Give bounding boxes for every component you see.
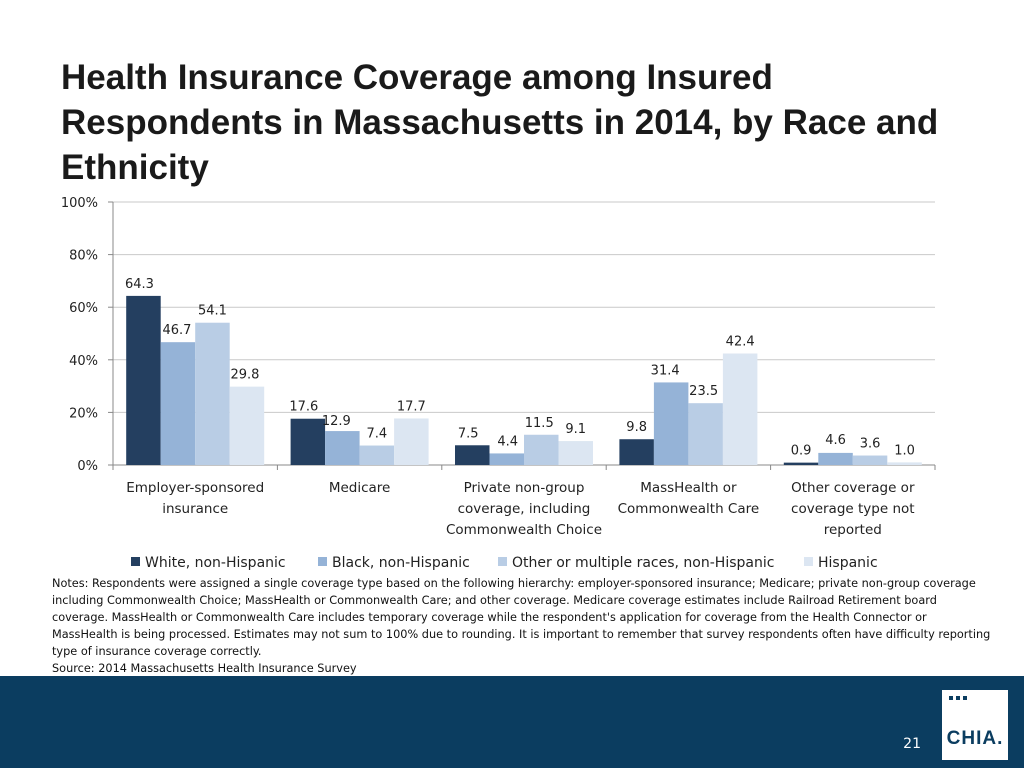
footer-bar: 21 CHIA. xyxy=(0,676,1024,768)
data-label: 7.5 xyxy=(458,426,479,441)
source-text: Source: 2014 Massachusetts Health Insura… xyxy=(52,662,357,675)
x-tick-label-line: Other coverage or xyxy=(791,480,915,496)
data-label: 0.9 xyxy=(791,444,812,459)
bar xyxy=(688,403,723,465)
data-label: 12.9 xyxy=(322,414,351,429)
data-label: 42.4 xyxy=(726,334,755,349)
legend-label: White, non-Hispanic xyxy=(145,555,286,570)
legend-swatch xyxy=(498,557,507,566)
bar xyxy=(783,462,819,465)
data-label: 46.7 xyxy=(162,323,191,338)
y-tick-label: 80% xyxy=(69,249,98,264)
data-label: 9.8 xyxy=(626,420,647,435)
data-label: 1.0 xyxy=(894,443,915,458)
data-label: 23.5 xyxy=(689,384,718,399)
x-tick-label-line: insurance xyxy=(162,501,228,517)
data-label: 31.4 xyxy=(651,363,680,378)
notes-block: Notes: Respondents were assigned a singl… xyxy=(52,575,992,677)
bar xyxy=(818,452,853,465)
x-tick-label-line: Private non-group xyxy=(464,480,585,496)
bar xyxy=(394,418,429,465)
notes-text: Notes: Respondents were assigned a singl… xyxy=(52,577,991,658)
chia-logo: CHIA. xyxy=(942,690,1008,760)
x-tick-label-line: coverage, including xyxy=(458,501,591,517)
x-tick-label: Medicare xyxy=(329,480,391,496)
data-label: 11.5 xyxy=(525,416,554,431)
y-tick-label: 20% xyxy=(69,406,98,421)
y-tick-label: 0% xyxy=(77,459,98,474)
bar xyxy=(290,418,326,465)
bar xyxy=(619,439,654,465)
bar xyxy=(722,353,758,465)
bar xyxy=(887,462,922,465)
bar xyxy=(126,295,161,465)
bar xyxy=(229,386,265,465)
y-tick-label: 100% xyxy=(61,196,98,211)
legend-label: Black, non-Hispanic xyxy=(332,555,470,570)
bar xyxy=(325,431,360,465)
data-label: 4.4 xyxy=(497,434,518,449)
logo-text: CHIA. xyxy=(946,728,1004,749)
x-tick-label-line: Employer-sponsored xyxy=(126,480,264,496)
legend-swatch xyxy=(804,557,813,566)
x-tick-label-line: Medicare xyxy=(329,480,391,496)
bar xyxy=(489,453,524,465)
bar xyxy=(455,445,490,465)
x-tick-label: Private non-group coverage, including Comm… xyxy=(446,480,602,538)
x-tick-label-line: MassHealth or xyxy=(640,480,737,496)
x-tick-label: Employer-sponsored insurance xyxy=(126,480,264,517)
x-tick-label: MassHealth or Commonwealth Care xyxy=(618,480,760,517)
x-tick-label-line: Commonwealth Care xyxy=(618,501,760,517)
legend-label: Hispanic xyxy=(818,555,878,570)
bar xyxy=(653,382,689,465)
page-number: 21 xyxy=(903,736,921,752)
x-tick-label-line: reported xyxy=(824,522,882,538)
data-label: 9.1 xyxy=(565,422,586,437)
bar xyxy=(852,455,888,465)
logo-dots-icon xyxy=(949,696,967,700)
bar-chart: 0% 20% 40% 60% 80% 100% 64.3 46.7 54.1 29.8 Employ… xyxy=(61,196,936,570)
data-label: 17.6 xyxy=(289,400,318,415)
y-tick-label: 40% xyxy=(69,354,98,369)
data-label: 17.7 xyxy=(397,399,426,414)
data-label: 3.6 xyxy=(860,437,881,452)
legend-swatch xyxy=(131,557,140,566)
x-tick-label: Other coverage or coverage type not report… xyxy=(791,480,915,538)
bar xyxy=(558,441,593,465)
legend-label: Other or multiple races, non-Hispanic xyxy=(512,555,774,570)
bar xyxy=(160,342,196,465)
x-tick-label-line: coverage type not xyxy=(791,501,915,517)
data-label: 54.1 xyxy=(198,304,227,319)
data-label: 64.3 xyxy=(125,277,154,292)
x-tick-label-line: Commonwealth Choice xyxy=(446,522,602,538)
bar xyxy=(195,322,230,465)
data-label: 4.6 xyxy=(825,433,846,448)
legend-swatch xyxy=(318,557,327,566)
bar xyxy=(359,445,395,465)
y-tick-label: 60% xyxy=(69,301,98,316)
slide-title: Health Insurance Coverage among Insured … xyxy=(61,58,939,187)
data-label: 7.4 xyxy=(367,427,388,442)
bar xyxy=(524,434,559,465)
data-label: 29.8 xyxy=(230,368,259,383)
